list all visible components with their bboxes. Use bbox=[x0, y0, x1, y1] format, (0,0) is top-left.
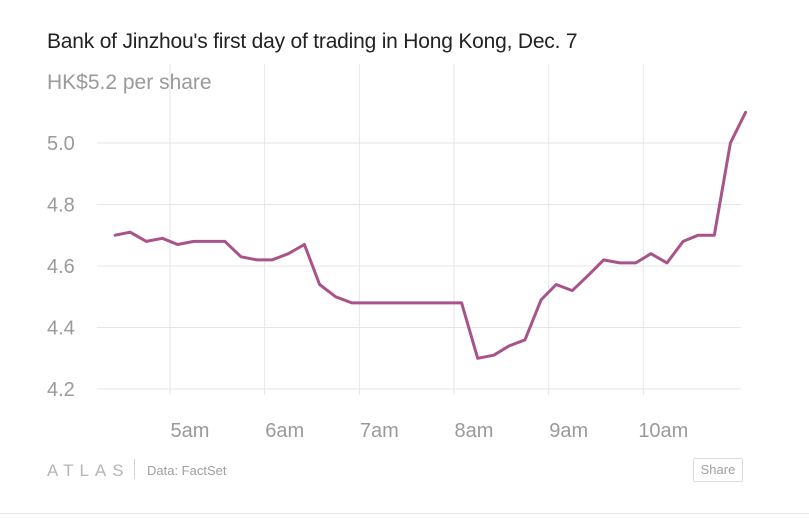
chart-title: Bank of Jinzhou's first day of trading i… bbox=[47, 30, 578, 53]
x-tick-label: 10am bbox=[638, 420, 688, 442]
x-tick-label: 8am bbox=[455, 420, 494, 442]
x-tick-label: 7am bbox=[360, 420, 399, 442]
y-tick-label: 4.8 bbox=[47, 195, 75, 217]
grid-layer bbox=[97, 64, 741, 395]
x-axis-ticks: 5am 6am 7am 8am 9am 10am bbox=[171, 420, 689, 442]
source-note: Data: FactSet bbox=[147, 463, 227, 478]
line-chart: 5am 6am 7am 8am 9am 10am 4.2 4.4 4.6 4.8 5.0 HK$5… bbox=[47, 64, 748, 442]
series-layer bbox=[113, 110, 748, 360]
y-axis-ticks: 4.2 4.4 4.6 4.8 5.0 bbox=[47, 133, 75, 401]
x-tick-label: 9am bbox=[549, 420, 588, 442]
atlas-logo: ATLAS bbox=[47, 461, 130, 480]
y-tick-label: 4.4 bbox=[47, 318, 75, 340]
logo-separator bbox=[134, 459, 135, 479]
footer-divider bbox=[0, 513, 809, 514]
y-tick-label: 4.2 bbox=[47, 379, 75, 401]
series-line bbox=[113, 110, 748, 360]
y-tick-label: 4.6 bbox=[47, 256, 75, 278]
y-tick-label: 5.0 bbox=[47, 133, 75, 155]
share-button[interactable]: Share bbox=[693, 458, 743, 482]
x-tick-label: 6am bbox=[265, 420, 304, 442]
x-tick-label: 5am bbox=[171, 420, 210, 442]
y-axis-label: HK$5.2 per share bbox=[47, 71, 212, 94]
